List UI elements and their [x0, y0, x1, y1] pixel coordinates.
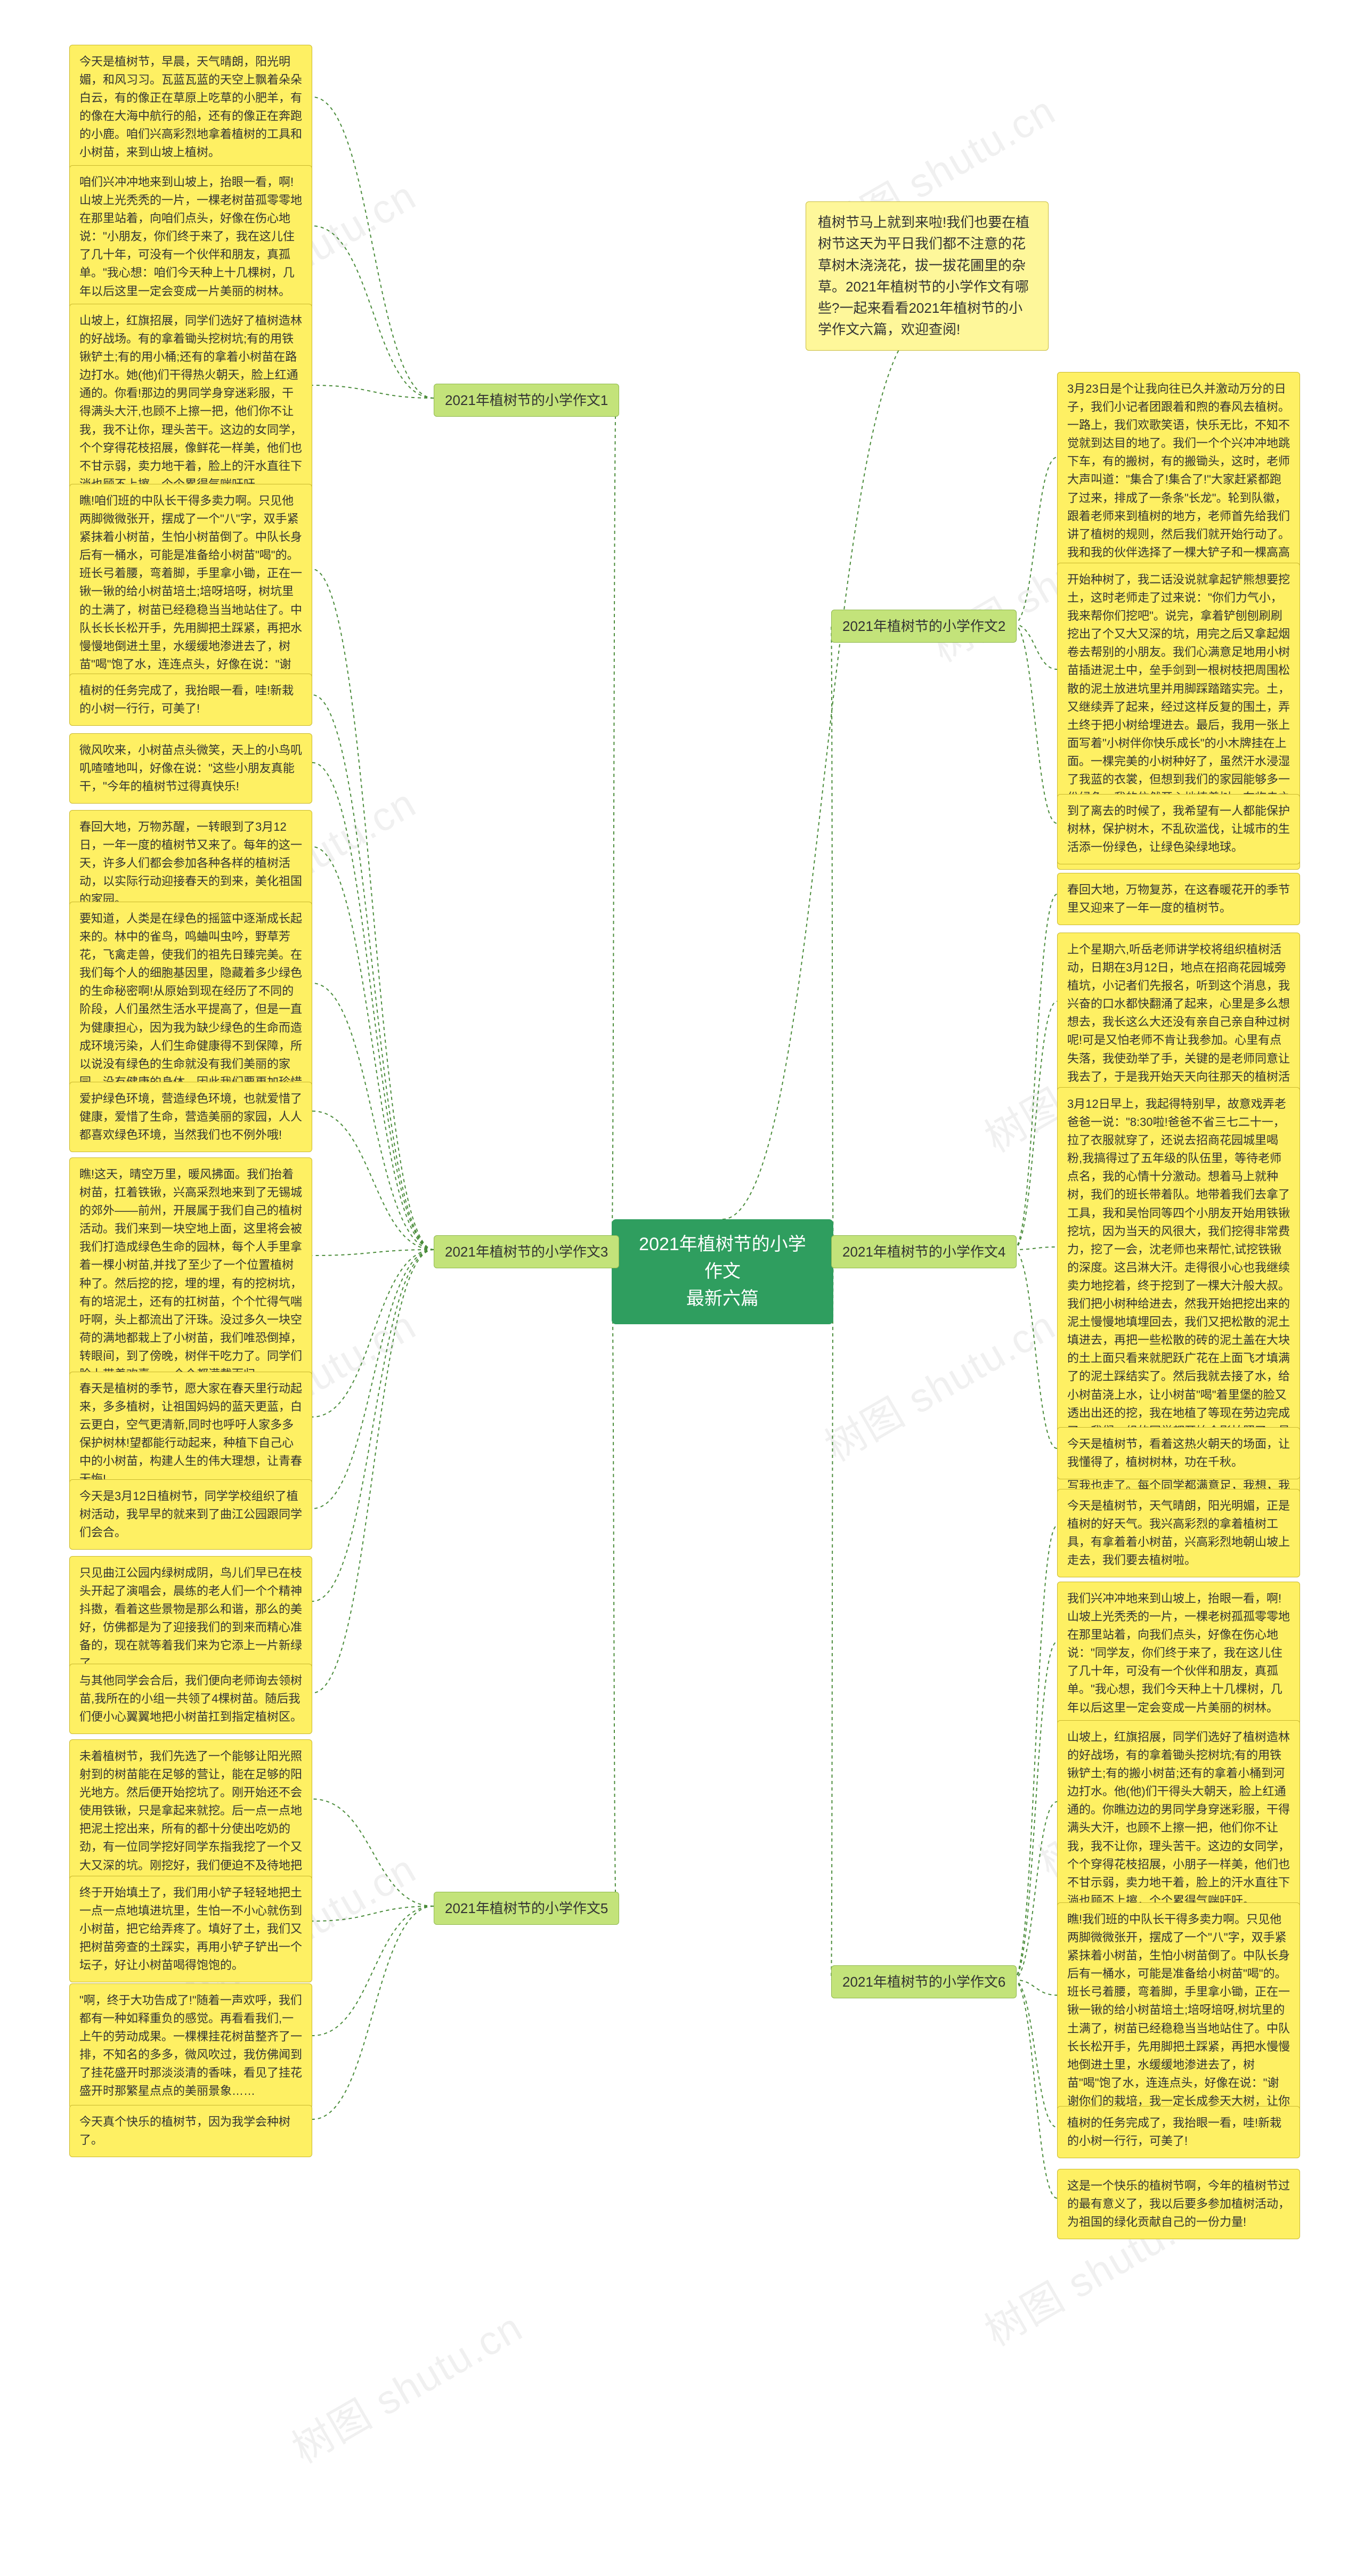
leaf-text: 今天是植树节，早晨，天气晴朗，阳光明媚，和风习习。瓦蓝瓦蓝的天空上飘着朵朵白云，…	[79, 55, 302, 159]
branch-node: 2021年植树节的小学作文5	[434, 1892, 619, 1925]
leaf-text: 瞧!这天，晴空万里，暖风拂面。我们抬着树苗，扛着铁锹，兴高采烈地来到了无锡城的郊…	[79, 1168, 302, 1381]
leaf-node: 终于开始填土了，我们用小铲子轻轻地把土一点一点地填进坑里，生怕一不小心就伤到小树…	[69, 1876, 312, 1982]
leaf-node: 山坡上，红旗招展，同学们选好了植树造林的好战场。有的拿着锄头挖树坑;有的用铁锹铲…	[69, 304, 312, 501]
leaf-node: 只见曲江公园内绿树成阴，鸟儿们早已在枝头开起了演唱会，晨练的老人们一个个精神抖擞…	[69, 1556, 312, 1681]
leaf-text: 春天是植树的季节，愿大家在春天里行动起来，多多植树，让祖国妈妈的蓝天更蓝，白云更…	[79, 1382, 302, 1486]
leaf-text: 今天真个快乐的植树节，因为我学会种树了。	[79, 2115, 290, 2146]
leaf-text: 春回大地，万物复苏，在这春暖花开的季节里又迎来了一年一度的植树节。	[1067, 883, 1290, 914]
leaf-node: 植树的任务完成了，我抬眼一看，哇!新栽的小树一行行，可美了!	[1057, 2106, 1300, 2158]
leaf-text: 我们兴冲冲地来到山坡上，抬眼一看，啊!山坡上光秃秃的一片，一棵老树孤孤零零地在那…	[1067, 1592, 1290, 1714]
leaf-node: 山坡上，红旗招展，同学们选好了植树造林的好战场，有的拿着锄头挖树坑;有的用铁锹铲…	[1057, 1720, 1300, 1918]
leaf-text: 山坡上，红旗招展，同学们选好了植树造林的好战场。有的拿着锄头挖树坑;有的用铁锹铲…	[79, 314, 302, 491]
leaf-text: 植树的任务完成了，我抬眼一看，哇!新栽的小树一行行，可美了!	[1067, 2116, 1281, 2148]
leaf-text: 今天是植树节，天气晴朗，阳光明媚，正是植树的好天气。我兴高彩烈的拿着植树工具，有…	[1067, 1499, 1290, 1567]
watermark: 树图 shutu.cn	[813, 1293, 1065, 1472]
leaf-node: 今天是3月12日植树节，同学学校组织了植树活动，我早早的就来到了曲江公园跟同学们…	[69, 1479, 312, 1550]
leaf-node: 爱护绿色环境，营造绿色环境，也就爱惜了健康，爱惜了生命，营造美丽的家园，人人都喜…	[69, 1082, 312, 1152]
intro-node: 植树节马上就到来啦!我们也要在植树节这天为平日我们都不注意的花草树木浇浇花，拔一…	[806, 201, 1049, 351]
branch-label: 2021年植树节的小学作文4	[842, 1244, 1005, 1260]
branch-node: 2021年植树节的小学作文1	[434, 384, 619, 417]
branch-label: 2021年植树节的小学作文5	[445, 1900, 608, 1916]
branch-node: 2021年植树节的小学作文3	[434, 1235, 619, 1268]
leaf-text: 瞧!我们班的中队长干得多卖力啊。只见他两脚微微张开，摆成了一个"八"字，双手紧紧…	[1067, 1913, 1290, 2126]
leaf-node: 瞧!这天，晴空万里，暖风拂面。我们抬着树苗，扛着铁锹，兴高采烈地来到了无锡城的郊…	[69, 1157, 312, 1391]
leaf-text: 今天是3月12日植树节，同学学校组织了植树活动，我早早的就来到了曲江公园跟同学们…	[79, 1489, 302, 1539]
leaf-node: 春回大地，万物苏醒，一转眼到了3月12日，一年一度的植树节又来了。每年的这一天，…	[69, 810, 312, 917]
leaf-node: "啊，终于大功告成了!"随着一声欢呼，我们都有一种如释重负的感觉。再看看我们,一…	[69, 1983, 312, 2109]
leaf-text: 到了离去的时候了，我希望有一人都能保护树林，保护树木，不乱砍滥伐，让城市的生活添…	[1067, 804, 1290, 854]
leaf-text: 今天是植树节，看着这热火朝天的场面，让我懂得了，植树树林，功在千秋。	[1067, 1437, 1290, 1469]
branch-node: 2021年植树节的小学作文4	[831, 1235, 1017, 1268]
leaf-text: 山坡上，红旗招展，同学们选好了植树造林的好战场，有的拿着锄头挖树坑;有的用铁锹铲…	[1067, 1730, 1290, 1907]
leaf-text: 终于开始填土了，我们用小铲子轻轻地把土一点一点地填进坑里，生怕一不小心就伤到小树…	[79, 1886, 302, 1972]
leaf-node: 我们兴冲冲地来到山坡上，抬眼一看，啊!山坡上光秃秃的一片，一棵老树孤孤零零地在那…	[1057, 1582, 1300, 1725]
leaf-text: 爱护绿色环境，营造绿色环境，也就爱惜了健康，爱惜了生命，营造美丽的家园，人人都喜…	[79, 1092, 302, 1141]
leaf-text: 未着植树节，我们先选了一个能够让阳光照射到的树苗能在足够的营让，能在足够的阳光地…	[79, 1749, 302, 1890]
leaf-node: 微风吹来，小树苗点头微笑，天上的小鸟叽叽喳喳地叫，好像在说："这些小朋友真能干，…	[69, 733, 312, 804]
branch-label: 2021年植树节的小学作文3	[445, 1244, 608, 1260]
branch-node: 2021年植树节的小学作文6	[831, 1965, 1017, 1998]
leaf-node: 今天真个快乐的植树节，因为我学会种树了。	[69, 2105, 312, 2157]
leaf-text: 上个星期六,听岳老师讲学校将组织植树活动，日期在3月12日，地点在招商花园城旁植…	[1067, 943, 1290, 1101]
watermark: 树图 shutu.cn	[280, 2295, 532, 2474]
leaf-text: 微风吹来，小树苗点头微笑，天上的小鸟叽叽喳喳地叫，好像在说："这些小朋友真能干，…	[79, 743, 302, 793]
mindmap-root: 2021年植树节的小学作文 最新六篇	[612, 1219, 833, 1324]
leaf-node: 春回大地，万物复苏，在这春暖花开的季节里又迎来了一年一度的植树节。	[1057, 873, 1300, 925]
leaf-node: 上个星期六,听岳老师讲学校将组织植树活动，日期在3月12日，地点在招商花园城旁植…	[1057, 933, 1300, 1112]
leaf-text: 这是一个快乐的植树节啊，今年的植树节过的最有意义了，我以后要多参加植树活动，为祖…	[1067, 2179, 1290, 2229]
leaf-text: 要知道，人类是在绿色的摇篮中逐渐成长起来的。林中的雀鸟，鸣蛐叫虫吟，野草芳花，飞…	[79, 912, 302, 1107]
leaf-node: 今天是植树节，天气晴朗，阳光明媚，正是植树的好天气。我兴高彩烈的拿着植树工具，有…	[1057, 1489, 1300, 1577]
root-title: 2021年植树节的小学作文 最新六篇	[639, 1234, 806, 1309]
branch-label: 2021年植树节的小学作文2	[842, 618, 1005, 634]
leaf-text: 与其他同学会合后，我们便向老师询去领树苗,我所在的小组一共领了4棵树苗。随后我们…	[79, 1674, 302, 1723]
leaf-node: 植树的任务完成了，我抬眼一看，哇!新栽的小树一行行，可美了!	[69, 674, 312, 726]
leaf-node: 瞧!我们班的中队长干得多卖力啊。只见他两脚微微张开，摆成了一个"八"字，双手紧紧…	[1057, 1902, 1300, 2136]
branch-node: 2021年植树节的小学作文2	[831, 610, 1017, 643]
intro-text: 植树节马上就到来啦!我们也要在植树节这天为平日我们都不注意的花草树木浇浇花，拔一…	[818, 214, 1029, 337]
leaf-text: "啊，终于大功告成了!"随着一声欢呼，我们都有一种如释重负的感觉。再看看我们,一…	[79, 1994, 302, 2097]
leaf-node: 这是一个快乐的植树节啊，今年的植树节过的最有意义了，我以后要多参加植树活动，为祖…	[1057, 2169, 1300, 2239]
leaf-text: 植树的任务完成了，我抬眼一看，哇!新栽的小树一行行，可美了!	[79, 684, 294, 715]
leaf-node: 春天是植树的季节，愿大家在春天里行动起来，多多植树，让祖国妈妈的蓝天更蓝，白云更…	[69, 1372, 312, 1497]
leaf-node: 到了离去的时候了，我希望有一人都能保护树林，保护树木，不乱砍滥伐，让城市的生活添…	[1057, 794, 1300, 864]
branch-label: 2021年植树节的小学作文1	[445, 392, 608, 408]
leaf-text: 春回大地，万物苏醒，一转眼到了3月12日，一年一度的植树节又来了。每年的这一天，…	[79, 820, 302, 906]
leaf-node: 今天是植树节，看着这热火朝天的场面，让我懂得了，植树树林，功在千秋。	[1057, 1427, 1300, 1479]
leaf-node: 与其他同学会合后，我们便向老师询去领树苗,我所在的小组一共领了4棵树苗。随后我们…	[69, 1664, 312, 1734]
leaf-text: 只见曲江公园内绿树成阴，鸟儿们早已在枝头开起了演唱会，晨练的老人们一个个精神抖擞…	[79, 1566, 302, 1670]
leaf-text: 咱们兴冲冲地来到山坡上，抬眼一看，啊!山坡上光秃秃的一片，一棵老树苗孤零零地在那…	[79, 175, 302, 298]
leaf-node: 咱们兴冲冲地来到山坡上，抬眼一看，啊!山坡上光秃秃的一片，一棵老树苗孤零零地在那…	[69, 165, 312, 309]
leaf-node: 今天是植树节，早晨，天气晴朗，阳光明媚，和风习习。瓦蓝瓦蓝的天空上飘着朵朵白云，…	[69, 45, 312, 170]
branch-label: 2021年植树节的小学作文6	[842, 1974, 1005, 1990]
